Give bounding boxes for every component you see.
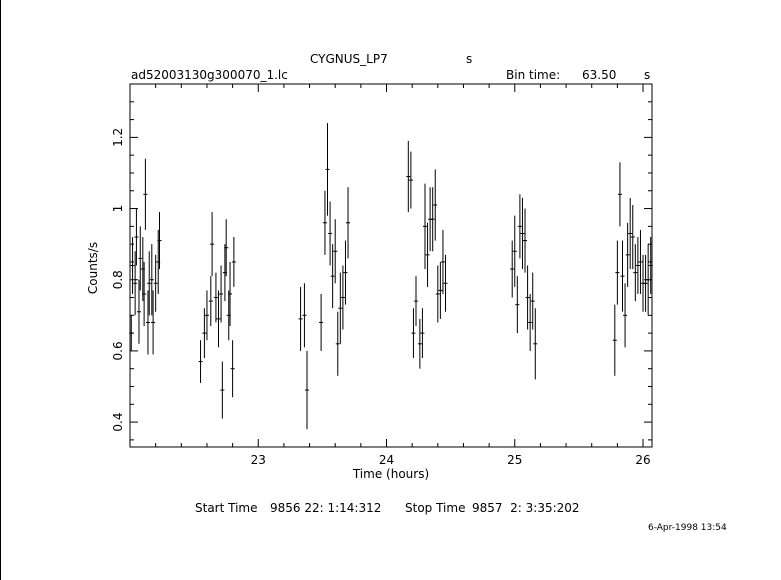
x-tick-label: 24 [379,453,394,467]
y-tick-label: 1.2 [111,128,125,147]
file-name: ad52003130g300070_1.lc [131,68,288,82]
y-tick-label: 0.8 [111,270,125,289]
x-axis-label: Time (hours) [352,467,429,481]
x-axis-ticks: 23 24 25 26 [155,84,651,467]
bin-time-label: Bin time: [506,68,561,82]
y-tick-label: 0.6 [111,341,125,360]
plot-frame [129,83,653,448]
x-tick-label: 25 [507,453,522,467]
y-axis-label: Counts/s [86,242,100,294]
stop-time-label: Stop Time [405,501,466,515]
stop-time-value: 9857 2: 3:35:202 [472,501,580,515]
bin-time-unit: s [644,68,651,82]
data-points [129,123,653,430]
chart-title-suffix: s [466,52,473,66]
x-tick-label: 26 [635,453,650,467]
chart-title: CYGNUS_LP7 [310,52,388,66]
start-time-value: 9856 22: 1:14:312 [270,501,382,515]
y-tick-label: 1 [111,205,125,213]
y-axis-ticks: 0.4 0.6 0.8 1 1.2 [111,101,652,441]
y-tick-label: 0.4 [111,413,125,432]
bin-time-value: 63.50 [582,68,617,82]
start-time-label: Start Time [195,501,258,515]
date-stamp: 6-Apr-1998 13:54 [648,523,727,533]
x-tick-label: 23 [251,453,266,467]
left-edge-line [0,0,1,580]
